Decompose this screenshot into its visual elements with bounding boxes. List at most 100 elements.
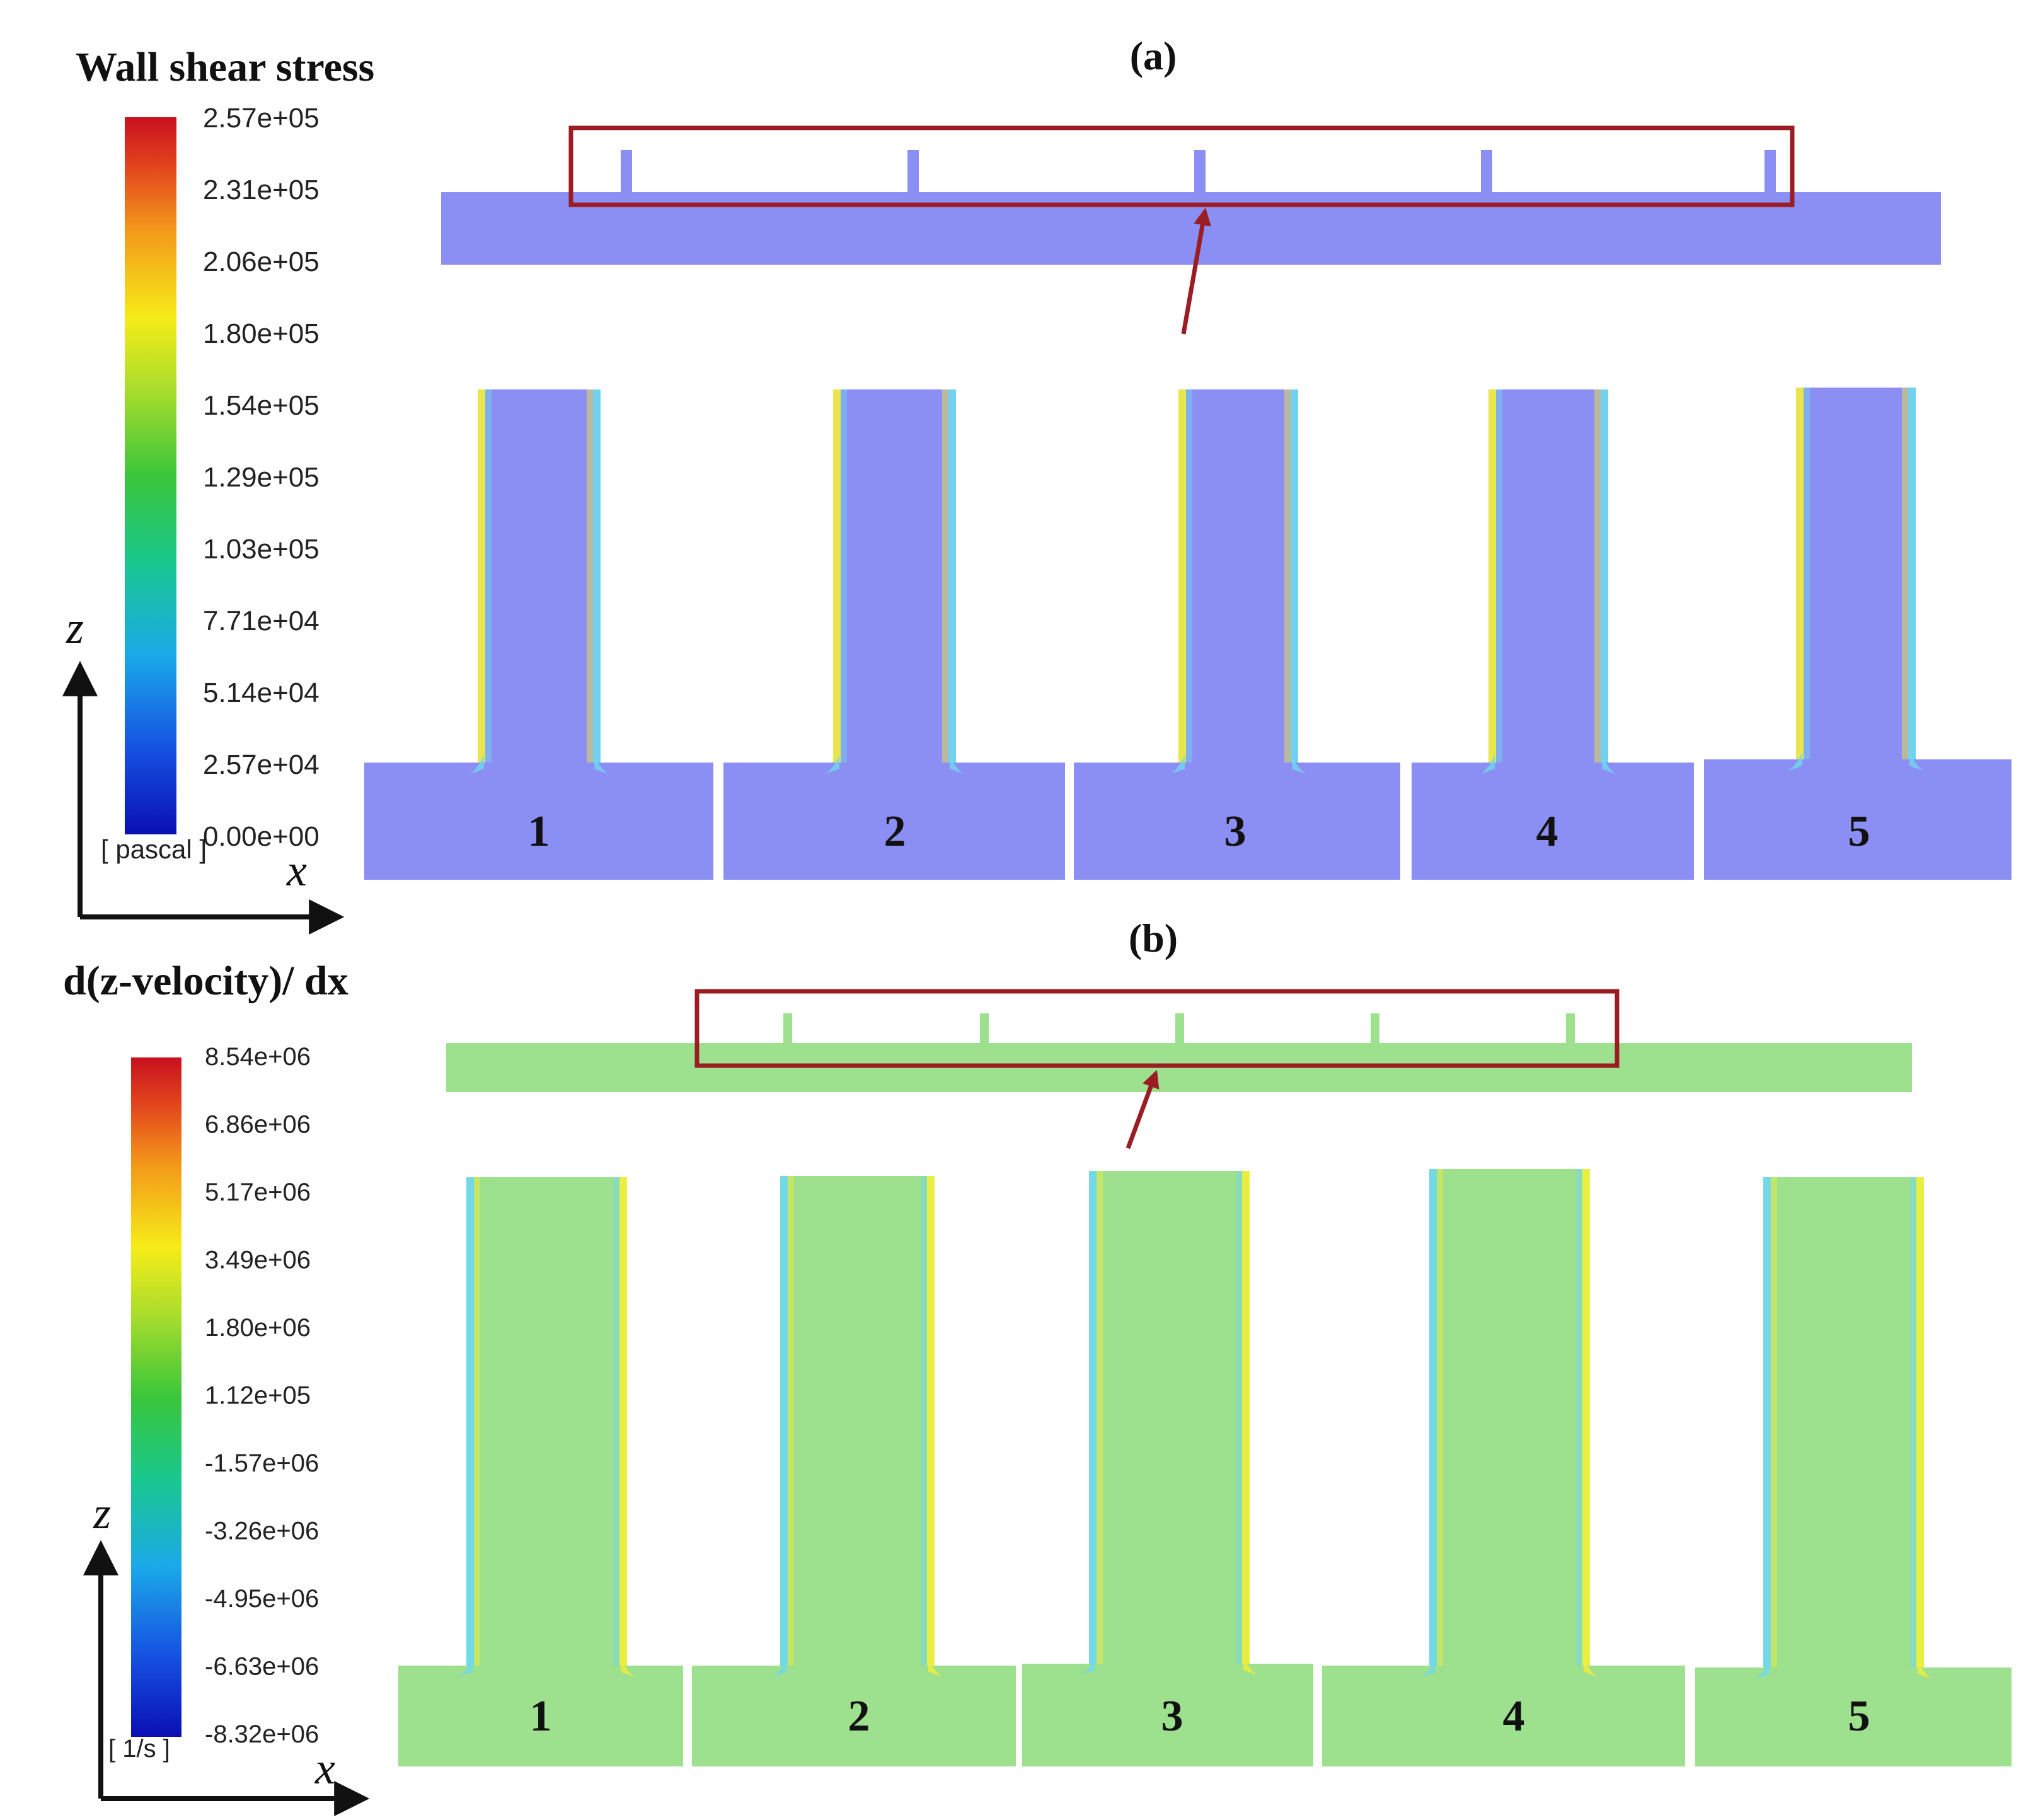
edge-band-right-inner	[1236, 1171, 1242, 1664]
colorbar-tick-label: 1.80e+06	[205, 1314, 311, 1342]
fin-region	[1178, 389, 1298, 769]
edge-band-right-inner	[921, 1176, 927, 1666]
colorbar-tick-label: 2.57e+04	[203, 749, 320, 780]
colorbar-tick-label: 1.54e+05	[203, 390, 320, 421]
overview-fin	[621, 150, 632, 197]
colorbar-tick-label: -6.63e+06	[205, 1653, 319, 1681]
corner-blob-left	[459, 1658, 473, 1677]
base-region	[1412, 763, 1694, 880]
contour-block-2: 2	[692, 1176, 1016, 1766]
edge-band-left	[780, 1176, 788, 1666]
corner-blob-left	[1481, 755, 1495, 774]
edge-band-left-inner	[474, 1177, 480, 1666]
corner-blob-left	[1081, 1656, 1095, 1675]
colorbar-tick-label: 5.17e+06	[205, 1178, 311, 1206]
overview-fins	[783, 1013, 1575, 1046]
colorbar-tick-label: 2.06e+05	[203, 246, 320, 277]
base-region	[1074, 763, 1400, 880]
contour-block-1: 1	[364, 389, 713, 880]
colorbar-tick-label: 1.80e+05	[203, 318, 320, 349]
overview-fin	[783, 1013, 792, 1046]
colorbar-tick-label: 3.49e+06	[205, 1247, 311, 1274]
contour-block-4: 4	[1412, 389, 1694, 880]
edge-band-right-inner	[587, 389, 593, 763]
colorbar	[125, 117, 176, 834]
unit-label: [ 1/s ]	[108, 1735, 170, 1763]
corner-blob-left	[1756, 1660, 1770, 1679]
contour-block-5: 5	[1695, 1177, 2012, 1766]
edge-band-right	[593, 389, 601, 763]
contour-block-5: 5	[1704, 388, 2012, 880]
colorbar-tick-label: -8.32e+06	[205, 1720, 319, 1748]
fin-number: 3	[1224, 807, 1246, 856]
edge-band-left-inner	[1771, 1177, 1777, 1667]
contour-block-4: 4	[1322, 1169, 1685, 1766]
edge-band-right	[619, 1177, 627, 1666]
legend-title: Wall shear stress	[76, 44, 374, 90]
zoom-arrow	[1181, 207, 1211, 335]
edge-band-right-inner	[1910, 1177, 1916, 1667]
fin-number: 2	[848, 1692, 870, 1741]
colorbar-tick-label: -3.26e+06	[205, 1518, 319, 1545]
edge-band-left	[1763, 1177, 1771, 1667]
edge-band-left-inner	[1496, 389, 1502, 763]
edge-band-right-inner	[1284, 389, 1291, 763]
colorbar-tick-label: -4.95e+06	[205, 1585, 319, 1613]
highlight-box	[568, 125, 1795, 207]
fin-region	[466, 1177, 627, 1672]
colorbar	[131, 1057, 181, 1737]
edge-band-right	[1916, 1177, 1924, 1667]
colorbar-tick-label: 2.57e+05	[203, 103, 320, 134]
edge-band-left	[1089, 1171, 1097, 1664]
edge-band-left-inner	[841, 389, 847, 763]
corner-blob-right	[1243, 1656, 1257, 1675]
corner-blob-right	[928, 1658, 942, 1677]
fin-region	[478, 389, 601, 769]
overview-fin	[1371, 1013, 1379, 1046]
fin-region	[1089, 1171, 1250, 1670]
panel-b-label: (b)	[1129, 916, 1178, 960]
contour-block-1: 1	[398, 1177, 683, 1766]
corner-blob-left	[470, 755, 484, 774]
edge-band-right	[927, 1176, 935, 1666]
edge-band-right-inner	[942, 389, 948, 763]
highlight-box	[694, 989, 1620, 1068]
corner-blob-left	[1422, 1658, 1436, 1677]
colorbar-ticks: 8.54e+06 6.86e+06 5.17e+06 3.49e+06 1.80e+06…	[205, 1043, 319, 1748]
overview-fins	[621, 150, 1776, 197]
panel-b: (b) d(z-velocity)/ dx 8.54e+06 6.86e+06 5.…	[63, 916, 2012, 1816]
base-region	[1695, 1667, 2012, 1766]
contour-block-2: 2	[723, 389, 1065, 880]
corner-blob-right	[621, 1658, 635, 1677]
edge-band-right-inner	[1902, 388, 1908, 759]
edge-band-right-inner	[1576, 1169, 1582, 1666]
edge-band-right	[1908, 388, 1916, 759]
x-axis-label: x	[286, 845, 307, 896]
colorbar-tick-label: 7.71e+04	[203, 606, 320, 636]
corner-blob-right	[1909, 752, 1923, 771]
corner-blob-right	[1602, 755, 1616, 774]
corner-blob-left	[1788, 752, 1802, 771]
base-region	[723, 763, 1065, 880]
corner-blob-right	[1918, 1660, 1931, 1679]
contour-block-3: 3	[1074, 389, 1400, 880]
colorbar-tick-label: 5.14e+04	[203, 677, 320, 708]
corner-blob-right	[1292, 755, 1306, 774]
edge-band-left-inner	[1097, 1171, 1103, 1664]
overview-fin	[980, 1013, 989, 1046]
axes-a: z x	[62, 602, 345, 935]
edge-band-right	[948, 389, 956, 763]
corner-blob-right	[950, 755, 964, 774]
fin-number: 3	[1161, 1692, 1183, 1741]
fin-number: 1	[528, 807, 550, 856]
overview-fin	[1194, 150, 1206, 197]
corner-blob-right	[1584, 1658, 1598, 1677]
fin-number: 4	[1536, 807, 1558, 856]
colorbar-tick-label: 0.00e+00	[203, 821, 320, 852]
base-region	[692, 1666, 1016, 1766]
unit-label: [ pascal ]	[101, 834, 207, 864]
colorbar-tick-label: 1.03e+05	[203, 534, 320, 565]
edge-band-left	[1488, 389, 1496, 763]
fin-number: 5	[1848, 807, 1870, 856]
fin-number: 1	[530, 1692, 552, 1741]
